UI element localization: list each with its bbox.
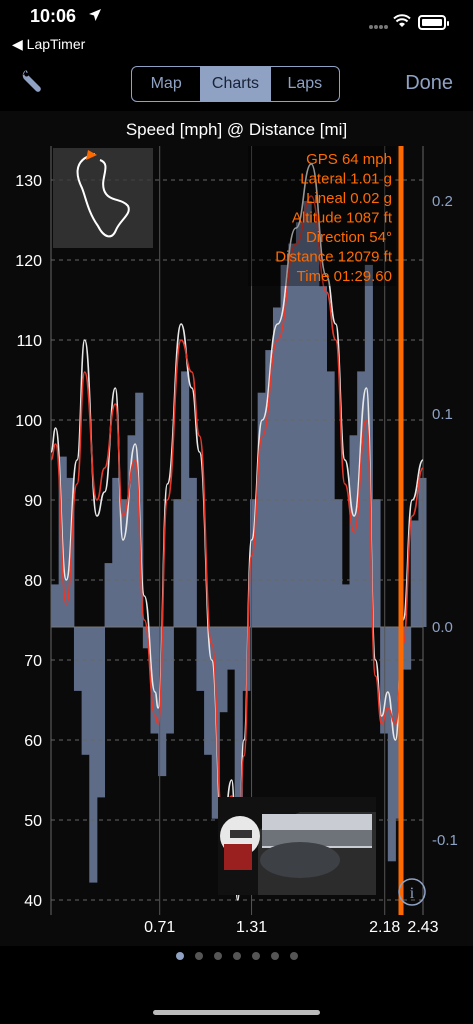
lateral-bar <box>311 222 320 628</box>
onboard-video-thumbnail[interactable] <box>218 797 376 895</box>
location-arrow-icon <box>89 9 101 21</box>
lateral-bar <box>150 627 159 734</box>
lateral-bar <box>165 627 174 734</box>
page-dot <box>270 952 279 960</box>
right-y-tick-label: 0.2 <box>432 193 453 210</box>
lateral-bar <box>112 477 121 627</box>
navigation-bar: Map Charts Laps Done <box>0 60 473 110</box>
lateral-bar <box>204 627 213 755</box>
lateral-bar <box>403 627 412 670</box>
y-tick-label: 110 <box>16 333 42 350</box>
chart-title: Speed [mph] @ Distance [mi] <box>125 120 348 139</box>
lateral-bar <box>410 520 419 627</box>
lateral-bar <box>219 627 228 713</box>
lateral-bar <box>272 307 282 627</box>
lateral-bar <box>227 627 236 670</box>
lateral-bar <box>104 563 113 627</box>
telemetry-readout-line: Altitude 1087 ft <box>292 210 393 227</box>
x-tick-label: 0.71 <box>144 919 175 936</box>
page-dot <box>251 952 260 960</box>
lateral-bar <box>380 627 389 734</box>
status-bar: 10:06 <box>0 0 473 34</box>
lateral-bar <box>257 392 266 627</box>
lateral-bar <box>127 435 136 627</box>
y-tick-label: 90 <box>24 493 42 510</box>
x-tick-label: 2.43 <box>407 919 438 936</box>
lateral-bar <box>242 627 251 691</box>
page-dot <box>232 952 241 960</box>
lateral-bar <box>280 264 289 627</box>
y-tick-label: 130 <box>15 173 42 190</box>
telemetry-readout-line: GPS 64 mph <box>306 151 392 168</box>
view-segmented-control: Map Charts Laps <box>131 66 340 102</box>
lateral-bar <box>295 222 305 628</box>
lateral-bar <box>357 371 366 627</box>
tab-laps[interactable]: Laps <box>287 75 323 92</box>
lateral-bar <box>158 627 167 777</box>
y-tick-label: 100 <box>15 413 42 430</box>
y-tick-label: 120 <box>15 253 42 270</box>
lateral-bar <box>181 371 190 627</box>
page-dot <box>194 952 203 960</box>
telemetry-readout-line: Direction 54° <box>306 229 392 246</box>
speed-distance-chart[interactable]: 40 50 60 70 80 90 100 110 120 130 -0.1 0.0 0.1 0.2 0.7… <box>0 140 473 940</box>
lateral-bar <box>96 627 106 798</box>
lateral-bar <box>265 350 274 627</box>
lateral-bar <box>234 627 243 862</box>
lateral-bar <box>250 499 259 627</box>
lateral-bar <box>173 499 182 627</box>
telemetry-readout-line: Lineal 0.02 g <box>306 190 392 207</box>
back-to-laptimer-link[interactable]: ◀ LapTimer <box>12 36 86 52</box>
info-icon[interactable]: i <box>398 878 426 906</box>
lateral-bar <box>288 243 297 627</box>
track-minimap[interactable] <box>53 148 153 248</box>
signal-icon <box>369 25 388 29</box>
lateral-bar <box>334 499 343 627</box>
lateral-bar <box>318 286 327 627</box>
y-tick-label: 70 <box>24 653 42 670</box>
lateral-bar <box>89 627 98 883</box>
lateral-bar <box>326 371 335 627</box>
x-tick-label: 2.18 <box>369 919 400 936</box>
y-tick-label: 40 <box>24 893 42 910</box>
right-y-tick-label: -0.1 <box>432 832 458 849</box>
page-dot <box>175 952 184 960</box>
wrench-icon[interactable] <box>20 68 46 94</box>
y-tick-label: 80 <box>24 573 42 590</box>
right-y-tick-label: 0.1 <box>432 406 453 423</box>
telemetry-readout-line: Distance 12079 ft <box>275 249 393 266</box>
lateral-bar <box>51 584 60 627</box>
lateral-bar <box>142 627 151 649</box>
lateral-bar <box>418 477 427 627</box>
page-indicator[interactable] <box>0 952 473 960</box>
page-dot <box>289 952 298 960</box>
clock: 10:06 <box>30 6 77 26</box>
right-y-tick-label: 0.0 <box>432 619 453 636</box>
battery-icon <box>418 15 449 30</box>
lateral-bar <box>188 477 197 627</box>
lateral-bar <box>387 627 396 862</box>
home-indicator <box>153 1010 320 1015</box>
y-tick-label: 60 <box>24 733 42 750</box>
telemetry-readout-line: Lateral 1.01 g <box>300 171 392 188</box>
lateral-bar <box>341 584 350 627</box>
x-tick-label: 1.31 <box>236 919 267 936</box>
lateral-bar <box>196 627 205 691</box>
page-dot <box>213 952 222 960</box>
lateral-bar <box>372 499 381 627</box>
lateral-bar <box>119 499 128 627</box>
y-tick-label: 50 <box>24 813 42 830</box>
lateral-bar <box>81 627 90 755</box>
lateral-bar <box>73 627 83 691</box>
done-button[interactable]: Done <box>405 72 453 94</box>
telemetry-readout-line: Time 01:29.60 <box>297 268 392 285</box>
svg-text:i: i <box>410 885 415 902</box>
wifi-icon <box>393 14 411 27</box>
tab-charts[interactable]: Charts <box>201 67 271 101</box>
lateral-bar <box>303 201 312 627</box>
tab-map[interactable]: Map <box>132 67 202 101</box>
